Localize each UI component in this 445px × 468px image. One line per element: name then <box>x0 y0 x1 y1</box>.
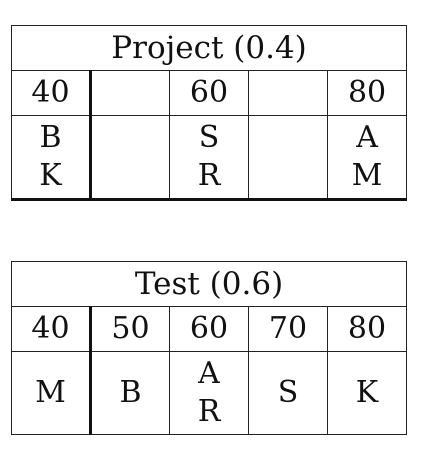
project-names-cell: A M <box>326 115 408 201</box>
student-initial: S <box>277 375 299 410</box>
test-names-cell: S <box>248 351 328 435</box>
test-score-row: 40 50 60 70 80 <box>11 306 408 352</box>
test-score-cell: 40 <box>11 306 91 352</box>
test-title: Test (0.6) <box>10 261 408 307</box>
test-table: Test (0.6) 40 50 60 70 80 M B A R S K <box>10 261 408 435</box>
project-score-cell: 40 <box>11 70 91 116</box>
student-initial: K <box>355 375 379 410</box>
student-initial: A <box>198 356 220 391</box>
project-names-row: B K S R A M <box>11 115 408 201</box>
test-score-cell: 80 <box>326 306 408 352</box>
test-names-cell: B <box>89 351 170 435</box>
project-score-cell <box>89 70 170 116</box>
project-names-cell: B K <box>11 115 91 201</box>
project-title-row: Project (0.4) <box>10 25 408 71</box>
student-initial: B <box>39 120 62 155</box>
project-score-cell: 80 <box>326 70 408 116</box>
project-score-cell: 60 <box>169 70 249 116</box>
test-names-cell: M <box>11 351 91 435</box>
student-initial: A <box>356 120 378 155</box>
student-initial: R <box>197 158 221 193</box>
project-score-cell <box>248 70 328 116</box>
student-initial: M <box>35 375 66 410</box>
project-title: Project (0.4) <box>10 25 408 71</box>
student-initial: B <box>119 375 142 410</box>
project-table: Project (0.4) 40 60 80 B K S R A M <box>10 25 408 201</box>
test-names-row: M B A R S K <box>11 351 408 435</box>
test-names-cell: K <box>326 351 408 435</box>
test-title-row: Test (0.6) <box>10 261 408 307</box>
project-names-cell <box>89 115 170 201</box>
project-names-cell <box>248 115 328 201</box>
student-initial: S <box>198 120 220 155</box>
test-score-cell: 70 <box>248 306 328 352</box>
test-score-cell: 60 <box>169 306 249 352</box>
student-initial: R <box>197 394 221 429</box>
student-initial: K <box>39 158 62 193</box>
test-names-cell: A R <box>169 351 249 435</box>
test-score-cell: 50 <box>89 306 170 352</box>
project-names-cell: S R <box>169 115 249 201</box>
student-initial: M <box>351 158 383 193</box>
project-score-row: 40 60 80 <box>11 70 408 116</box>
